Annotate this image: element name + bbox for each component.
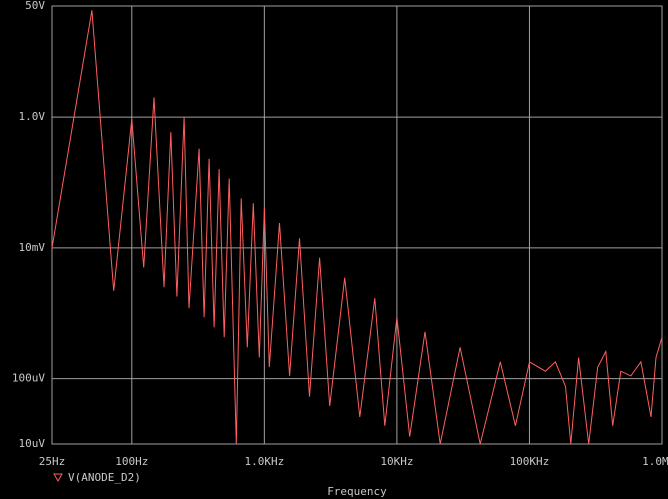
y-tick-label: 10mV	[19, 241, 46, 254]
x-tick-label: 10KHz	[380, 455, 413, 468]
y-tick-label: 50V	[25, 0, 45, 12]
x-tick-label: 1.0KHz	[244, 455, 284, 468]
y-tick-label: 10uV	[19, 437, 46, 450]
x-tick-label: 100Hz	[115, 455, 148, 468]
x-tick-label: 25Hz	[39, 455, 66, 468]
legend-symbol	[53, 473, 63, 483]
legend-label: V(ANODE_D2)	[68, 471, 141, 484]
x-tick-label: 100KHz	[510, 455, 550, 468]
y-tick-label: 1.0V	[19, 110, 46, 123]
trace	[51, 10, 663, 445]
x-axis-label: Frequency	[327, 485, 387, 498]
x-tick-label: 1.0MHz	[642, 455, 668, 468]
y-tick-label: 100uV	[12, 372, 45, 385]
